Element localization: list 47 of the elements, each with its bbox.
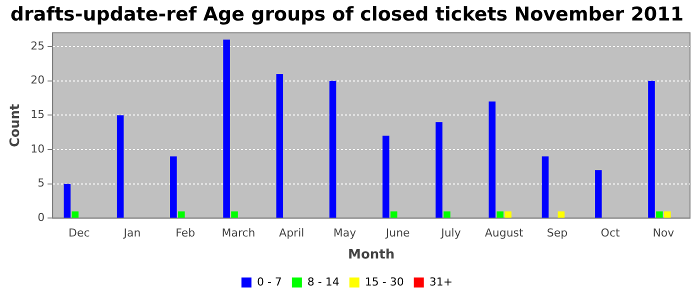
x-tick-label: Dec — [68, 226, 90, 240]
bar — [231, 211, 238, 218]
bar — [382, 136, 390, 218]
bar — [504, 211, 512, 218]
legend-label: 8 - 14 — [307, 275, 340, 288]
x-tick-label: Nov — [652, 226, 675, 240]
bar — [178, 211, 185, 218]
bar — [72, 211, 79, 218]
x-tick-label: Oct — [600, 226, 621, 240]
bar — [444, 211, 450, 218]
y-tick-label: 20 — [30, 74, 45, 87]
x-tick-label: Sep — [546, 226, 568, 240]
bar — [558, 211, 565, 218]
x-tick-label: July — [440, 226, 462, 240]
bar — [496, 211, 504, 218]
bar — [276, 74, 284, 218]
y-tick-label: 10 — [30, 142, 45, 156]
bar — [436, 122, 442, 218]
bar — [170, 156, 177, 218]
chart-title: drafts-update-ref Age groups of closed tickets November 2011 — [10, 3, 684, 26]
x-tick-label: March — [222, 226, 256, 240]
x-tick-label: May — [333, 226, 357, 240]
x-tick-label: August — [484, 226, 524, 240]
bar — [390, 211, 398, 218]
bar — [64, 184, 71, 218]
y-tick-label: 25 — [30, 39, 45, 52]
bar — [116, 115, 124, 218]
legend-label: 0 - 7 — [256, 275, 282, 288]
legend-label: 15 - 30 — [364, 275, 404, 288]
x-tick-label: April — [279, 226, 304, 240]
y-tick-label: 5 — [38, 176, 45, 190]
y-tick-label: 15 — [30, 108, 45, 122]
bar — [648, 80, 655, 218]
x-tick-label: Jan — [122, 226, 141, 240]
bar — [542, 156, 549, 218]
x-tick-label: June — [384, 226, 410, 240]
bar — [329, 80, 336, 218]
bar — [594, 170, 602, 218]
y-tick-label: 0 — [38, 211, 45, 224]
bar — [664, 211, 671, 218]
x-tick-label: Feb — [176, 226, 196, 240]
y-axis-title: Count — [8, 104, 24, 148]
x-axis-title: Month — [348, 248, 395, 263]
bar — [223, 40, 230, 218]
bar — [488, 101, 496, 218]
legend-label: 31+ — [429, 275, 453, 288]
bar — [656, 211, 663, 218]
